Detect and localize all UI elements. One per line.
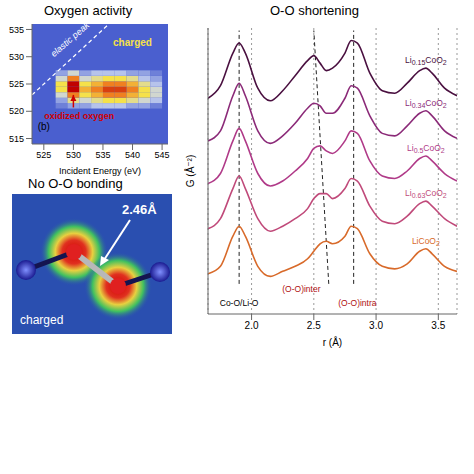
html-text:No O-O bonding: No O-O bonding	[28, 176, 123, 191]
svg-text:535: 535	[9, 25, 24, 35]
svg-text:515: 515	[9, 134, 24, 144]
svg-text:Li0.34CoO2: Li0.34CoO2	[405, 98, 447, 109]
svg-text:Li0.63CoO2: Li0.63CoO2	[405, 188, 447, 199]
svg-text:(O-O)intra: (O-O)intra	[338, 298, 377, 308]
svg-text:2.46Å: 2.46Å	[122, 202, 157, 217]
svg-text:(b): (b)	[38, 121, 50, 132]
svg-text:2.0: 2.0	[245, 320, 259, 331]
svg-text:G (Å⁻²): G (Å⁻²)	[184, 155, 196, 188]
svg-text:525: 525	[36, 150, 51, 160]
svg-text:charged: charged	[20, 313, 63, 327]
svg-text:(O-O)inter: (O-O)inter	[282, 284, 320, 294]
svg-text:Co-O/Li-O: Co-O/Li-O	[220, 298, 259, 308]
svg-text:3.5: 3.5	[431, 320, 445, 331]
svg-text:Li0.5CoO2: Li0.5CoO2	[407, 143, 445, 154]
svg-text:2.5: 2.5	[307, 320, 321, 331]
svg-text:LiCoO2: LiCoO2	[412, 236, 440, 247]
svg-text:r (Å): r (Å)	[323, 336, 342, 348]
svg-text:530: 530	[9, 52, 24, 62]
svg-text:Li0.15CoO2: Li0.15CoO2	[405, 55, 447, 66]
svg-text:elastic peak: elastic peak	[49, 20, 92, 59]
svg-text:525: 525	[9, 79, 24, 89]
svg-text:530: 530	[66, 150, 81, 160]
html-text:Oxygen activity: Oxygen activity	[44, 3, 133, 18]
svg-text:540: 540	[125, 150, 140, 160]
html-text:O-O shortening: O-O shortening	[270, 3, 359, 18]
svg-text:520: 520	[9, 106, 24, 116]
svg-text:535: 535	[95, 150, 110, 160]
svg-text:Incident Energy (eV): Incident Energy (eV)	[59, 166, 141, 176]
svg-text:3.0: 3.0	[369, 320, 383, 331]
svg-text:oxidized oxygen: oxidized oxygen	[44, 111, 114, 121]
svg-text:charged: charged	[113, 37, 152, 48]
svg-text:545: 545	[155, 150, 170, 160]
